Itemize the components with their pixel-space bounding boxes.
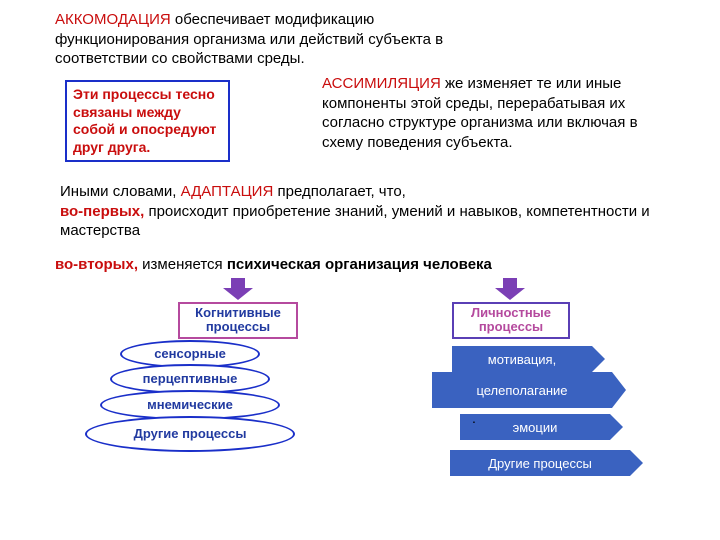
callout-box-processes: Эти процессы тесно связаны между собой и… bbox=[65, 80, 230, 162]
arrow-down-personal bbox=[495, 278, 525, 300]
arrow-bar-2: эмоции bbox=[460, 414, 610, 440]
para3-mid: предполагает, что, bbox=[273, 183, 406, 200]
line4-psy: психическая организация человека bbox=[227, 256, 492, 273]
para3-firstly: во-первых, bbox=[60, 203, 144, 220]
arrow-bar-3: Другие процессы bbox=[450, 450, 630, 476]
paragraph-adaptation: Иными словами, АДАПТАЦИЯ предполагает, ч… bbox=[60, 182, 660, 241]
para3-lead: Иными словами, bbox=[60, 183, 181, 200]
label-personal-processes: Личностные процессы bbox=[452, 302, 570, 339]
arrow-bar-0: мотивация, bbox=[452, 346, 592, 372]
line4-secondly: во-вторых, bbox=[55, 256, 138, 273]
term-adaptation: АДАПТАЦИЯ bbox=[181, 183, 274, 200]
term-assimilation: АССИМИЛЯЦИЯ bbox=[322, 75, 441, 92]
stray-dot: . bbox=[472, 410, 476, 426]
paragraph-assimilation: АССИМИЛЯЦИЯ же изменяет те или иные комп… bbox=[322, 74, 682, 152]
term-accommodation: АККОМОДАЦИЯ bbox=[55, 11, 171, 28]
paragraph-accommodation: АККОМОДАЦИЯ обеспечивает модификацию фун… bbox=[55, 10, 455, 69]
ellipse-3: Другие процессы bbox=[85, 416, 295, 452]
label-cognitive-processes: Когнитивные процессы bbox=[178, 302, 298, 339]
line-secondly: во-вторых, изменяется психическая органи… bbox=[55, 256, 492, 273]
line4-mid: изменяется bbox=[138, 256, 227, 273]
para3-tail: происходит приобретение знаний, умений и… bbox=[60, 203, 650, 240]
arrow-bar-1: целеполагание bbox=[432, 372, 612, 408]
arrow-down-cognitive bbox=[223, 278, 253, 300]
